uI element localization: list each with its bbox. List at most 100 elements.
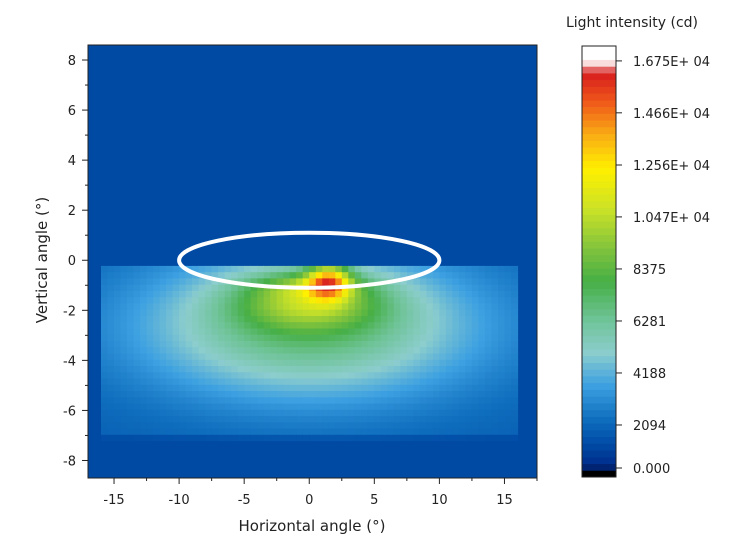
heatmap-cell bbox=[205, 422, 212, 429]
heatmap-cell bbox=[433, 334, 440, 341]
heatmap-cell bbox=[290, 384, 297, 391]
heatmap-cell bbox=[465, 403, 472, 410]
heatmap-cell bbox=[212, 347, 219, 354]
heatmap-cell bbox=[446, 290, 453, 297]
heatmap-cell bbox=[101, 372, 108, 379]
heatmap-cell bbox=[465, 378, 472, 385]
heatmap-cell bbox=[283, 415, 290, 422]
heatmap-cell bbox=[420, 284, 427, 291]
colorbar-tick-label: 2094 bbox=[633, 419, 666, 434]
heatmap-cell bbox=[329, 259, 336, 266]
heatmap-cell bbox=[400, 384, 407, 391]
x-tick-label: -10 bbox=[168, 493, 189, 508]
heatmap-cell bbox=[257, 347, 264, 354]
heatmap-cell bbox=[511, 334, 518, 341]
heatmap-cell bbox=[173, 297, 180, 304]
heatmap-cell bbox=[179, 434, 186, 441]
heatmap-cell bbox=[134, 284, 141, 291]
heatmap-cell bbox=[361, 359, 368, 366]
heatmap-cell bbox=[127, 397, 134, 404]
heatmap-cell bbox=[394, 303, 401, 310]
heatmap-cell bbox=[179, 397, 186, 404]
heatmap-cell bbox=[114, 284, 121, 291]
heatmap-cell bbox=[478, 353, 485, 360]
heatmap-cell bbox=[283, 334, 290, 341]
heatmap-cell bbox=[108, 259, 115, 266]
heatmap-cell bbox=[244, 434, 251, 441]
heatmap-cell bbox=[361, 434, 368, 441]
heatmap-cell bbox=[173, 390, 180, 397]
heatmap-cell bbox=[121, 384, 128, 391]
heatmap-cell bbox=[238, 322, 245, 329]
heatmap-cell bbox=[205, 297, 212, 304]
heatmap-cell bbox=[316, 378, 323, 385]
heatmap-cell bbox=[114, 303, 121, 310]
heatmap-cell bbox=[147, 359, 154, 366]
heatmap-cell bbox=[407, 334, 414, 341]
heatmap-cell bbox=[316, 359, 323, 366]
heatmap-cell bbox=[335, 315, 342, 322]
heatmap-cell bbox=[303, 372, 310, 379]
heatmap-cell bbox=[127, 403, 134, 410]
heatmap-cell bbox=[225, 297, 232, 304]
heatmap-cell bbox=[485, 384, 492, 391]
heatmap-cell bbox=[225, 359, 232, 366]
heatmap-cell bbox=[368, 409, 375, 416]
heatmap-cell bbox=[498, 309, 505, 316]
heatmap-cell bbox=[140, 278, 147, 285]
heatmap-cell bbox=[511, 290, 518, 297]
heatmap-cell bbox=[491, 265, 498, 272]
heatmap-cell bbox=[160, 340, 167, 347]
heatmap-cell bbox=[160, 322, 167, 329]
heatmap-cell bbox=[511, 415, 518, 422]
heatmap-cell bbox=[290, 397, 297, 404]
heatmap-cell bbox=[465, 372, 472, 379]
heatmap-cell bbox=[374, 328, 381, 335]
heatmap-cell bbox=[465, 309, 472, 316]
heatmap-cell bbox=[270, 328, 277, 335]
heatmap-cell bbox=[134, 265, 141, 272]
heatmap-cell bbox=[231, 359, 238, 366]
heatmap-cell bbox=[160, 378, 167, 385]
heatmap-cell bbox=[212, 303, 219, 310]
heatmap-cell bbox=[355, 259, 362, 266]
heatmap-cell bbox=[264, 322, 271, 329]
heatmap-cell bbox=[212, 315, 219, 322]
heatmap-cell bbox=[387, 384, 394, 391]
heatmap-cell bbox=[238, 353, 245, 360]
heatmap-cell bbox=[400, 315, 407, 322]
heatmap-cell bbox=[426, 259, 433, 266]
heatmap-cell bbox=[459, 372, 466, 379]
heatmap-cell bbox=[290, 359, 297, 366]
heatmap-cell bbox=[199, 297, 206, 304]
heatmap-cell bbox=[459, 353, 466, 360]
heatmap-cell bbox=[511, 328, 518, 335]
colorbar-band bbox=[582, 201, 616, 208]
heatmap-cell bbox=[231, 378, 238, 385]
heatmap-cell bbox=[348, 340, 355, 347]
heatmap-cell bbox=[238, 334, 245, 341]
heatmap-cell bbox=[101, 409, 108, 416]
heatmap-cell bbox=[368, 434, 375, 441]
heatmap-cell bbox=[433, 278, 440, 285]
heatmap-cell bbox=[485, 422, 492, 429]
heatmap-cell bbox=[465, 303, 472, 310]
heatmap-cell bbox=[134, 422, 141, 429]
heatmap-cell bbox=[166, 315, 173, 322]
heatmap-cell bbox=[140, 422, 147, 429]
heatmap-cell bbox=[322, 409, 329, 416]
colorbar-band bbox=[582, 160, 616, 167]
heatmap-cell bbox=[290, 403, 297, 410]
heatmap-cell bbox=[257, 309, 264, 316]
heatmap-cell bbox=[478, 284, 485, 291]
heatmap-cell bbox=[498, 322, 505, 329]
heatmap-cell bbox=[108, 415, 115, 422]
heatmap-cell bbox=[439, 278, 446, 285]
heatmap-cell bbox=[426, 340, 433, 347]
heatmap-cell bbox=[491, 434, 498, 441]
heatmap-cell bbox=[160, 353, 167, 360]
y-axis-label: Vertical angle (°) bbox=[33, 197, 51, 324]
heatmap-cell bbox=[212, 309, 219, 316]
colorbar-tick-label: 1.675E+ 04 bbox=[633, 55, 710, 70]
heatmap-cell bbox=[134, 378, 141, 385]
